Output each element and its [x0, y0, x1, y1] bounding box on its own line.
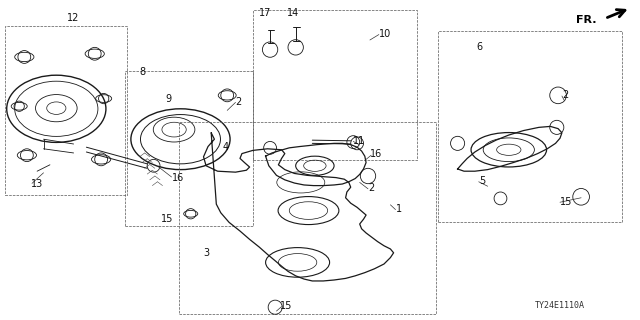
Bar — [253, 10, 417, 160]
Text: 13: 13 — [31, 179, 43, 189]
Text: 10: 10 — [379, 28, 391, 39]
Text: 11: 11 — [353, 136, 365, 146]
Text: 3: 3 — [204, 248, 210, 259]
Text: 17: 17 — [259, 8, 271, 19]
Text: 2: 2 — [368, 183, 374, 193]
Bar — [5, 26, 127, 195]
Text: 12: 12 — [67, 12, 80, 23]
Text: 15: 15 — [280, 300, 292, 311]
Text: 2: 2 — [236, 97, 242, 108]
Text: FR.: FR. — [576, 15, 596, 25]
Bar — [125, 71, 253, 226]
Text: 1: 1 — [396, 204, 402, 214]
Bar — [438, 31, 622, 222]
Text: 16: 16 — [172, 172, 184, 183]
Text: 9: 9 — [165, 94, 172, 104]
Text: 14: 14 — [287, 8, 299, 19]
Text: 4: 4 — [223, 142, 229, 152]
Text: 2: 2 — [562, 90, 568, 100]
Text: 15: 15 — [560, 196, 572, 207]
Text: 16: 16 — [370, 148, 382, 159]
Bar — [179, 122, 436, 314]
Text: 6: 6 — [477, 42, 483, 52]
Text: 5: 5 — [479, 176, 485, 186]
Text: 15: 15 — [161, 214, 173, 224]
Text: 8: 8 — [140, 67, 146, 77]
Text: TY24E1110A: TY24E1110A — [535, 301, 585, 310]
